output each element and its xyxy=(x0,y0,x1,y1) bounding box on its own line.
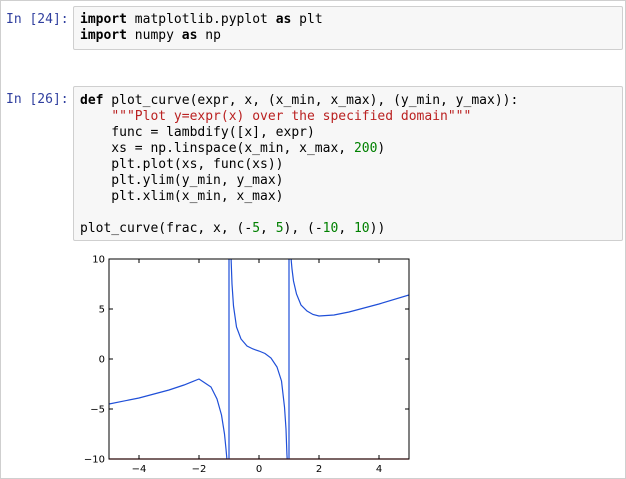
code-token: func = lambdify([x], expr) xyxy=(80,125,315,140)
x-tick-label: −2 xyxy=(192,464,207,474)
plot-axes-frame xyxy=(108,258,410,460)
code-keyword: import xyxy=(80,12,127,27)
x-tick-label: 4 xyxy=(376,464,382,474)
code-token: - xyxy=(314,221,323,236)
series-line-segment xyxy=(230,259,288,459)
code-token: ), ( xyxy=(283,221,315,236)
code-token: )) xyxy=(369,221,386,236)
code-editor[interactable]: def plot_curve(expr, x, (x_min, x_max), … xyxy=(80,93,622,237)
series-line-segment xyxy=(109,378,228,459)
code-token: plt xyxy=(291,12,323,27)
code-token: ) xyxy=(377,141,386,156)
code-line: plt.ylim(y_min, y_max) xyxy=(80,173,622,189)
code-line: plot_curve(frac, x, (-5, 5), (-10, 10)) xyxy=(80,221,622,237)
code-token: plt.xlim(x_min, x_max) xyxy=(80,189,284,204)
code-line: plt.xlim(x_min, x_max) xyxy=(80,189,622,205)
code-line: plt.plot(xs, func(xs)) xyxy=(80,157,622,173)
y-tick-label: 5 xyxy=(99,305,105,316)
code-token xyxy=(80,109,111,124)
code-editor[interactable]: import matplotlib.pyplot as plt import nu… xyxy=(80,12,622,44)
x-tick-label: 0 xyxy=(256,464,262,474)
code-cell-imports[interactable]: import matplotlib.pyplot as plt import nu… xyxy=(73,6,623,50)
series-line-segment xyxy=(290,259,409,317)
code-keyword: as xyxy=(181,28,198,43)
code-string: """Plot y=expr(x) over the specified dom… xyxy=(111,109,472,124)
code-number: 5 xyxy=(252,221,261,236)
code-token: plt.ylim(y_min, y_max) xyxy=(80,173,284,188)
cell-prompt: In [26]: xyxy=(6,92,69,107)
code-token: xs = np.linspace(x_min, x_max, xyxy=(80,141,354,156)
code-line: """Plot y=expr(x) over the specified dom… xyxy=(80,109,622,125)
code-token: , xyxy=(338,221,354,236)
output-plot: −4 −2 0 2 4 −10 −5 0 5 10 xyxy=(60,248,430,475)
y-tick-label: 10 xyxy=(92,255,105,266)
code-number: 10 xyxy=(353,221,370,236)
code-token: plt.plot(xs, func(xs)) xyxy=(80,157,284,172)
code-line: def plot_curve(expr, x, (x_min, x_max), … xyxy=(80,93,622,109)
code-number: 5 xyxy=(275,221,284,236)
line-chart: −4 −2 0 2 4 −10 −5 0 5 10 xyxy=(84,255,410,475)
x-tick-label: 2 xyxy=(316,464,322,474)
code-keyword: as xyxy=(275,12,292,27)
code-cell-plot-curve[interactable]: def plot_curve(expr, x, (x_min, x_max), … xyxy=(73,86,623,241)
code-keyword: import xyxy=(80,28,127,43)
code-number: 10 xyxy=(322,221,339,236)
y-tick-label: −10 xyxy=(84,455,105,466)
code-line: func = lambdify([x], expr) xyxy=(80,125,622,141)
code-line xyxy=(80,205,622,221)
code-line: import matplotlib.pyplot as plt xyxy=(80,12,622,28)
code-token: np xyxy=(197,28,221,43)
x-tick-label: −4 xyxy=(132,464,147,474)
y-tick-label: 0 xyxy=(99,355,105,366)
code-token: matplotlib.pyplot xyxy=(126,12,276,27)
code-token: plot_curve(frac, x, ( xyxy=(80,221,245,236)
code-keyword: def xyxy=(80,93,104,108)
cell-prompt: In [24]: xyxy=(6,12,69,27)
code-token: , xyxy=(260,221,276,236)
code-number: 200 xyxy=(353,141,378,156)
code-token: - xyxy=(244,221,253,236)
code-line: xs = np.linspace(x_min, x_max, 200) xyxy=(80,141,622,157)
code-token: numpy xyxy=(126,28,182,43)
y-tick-label: −5 xyxy=(90,405,105,416)
code-line: import numpy as np xyxy=(80,28,622,44)
code-token: plot_curve(expr, x, (x_min, x_max), (y_m… xyxy=(103,93,519,108)
